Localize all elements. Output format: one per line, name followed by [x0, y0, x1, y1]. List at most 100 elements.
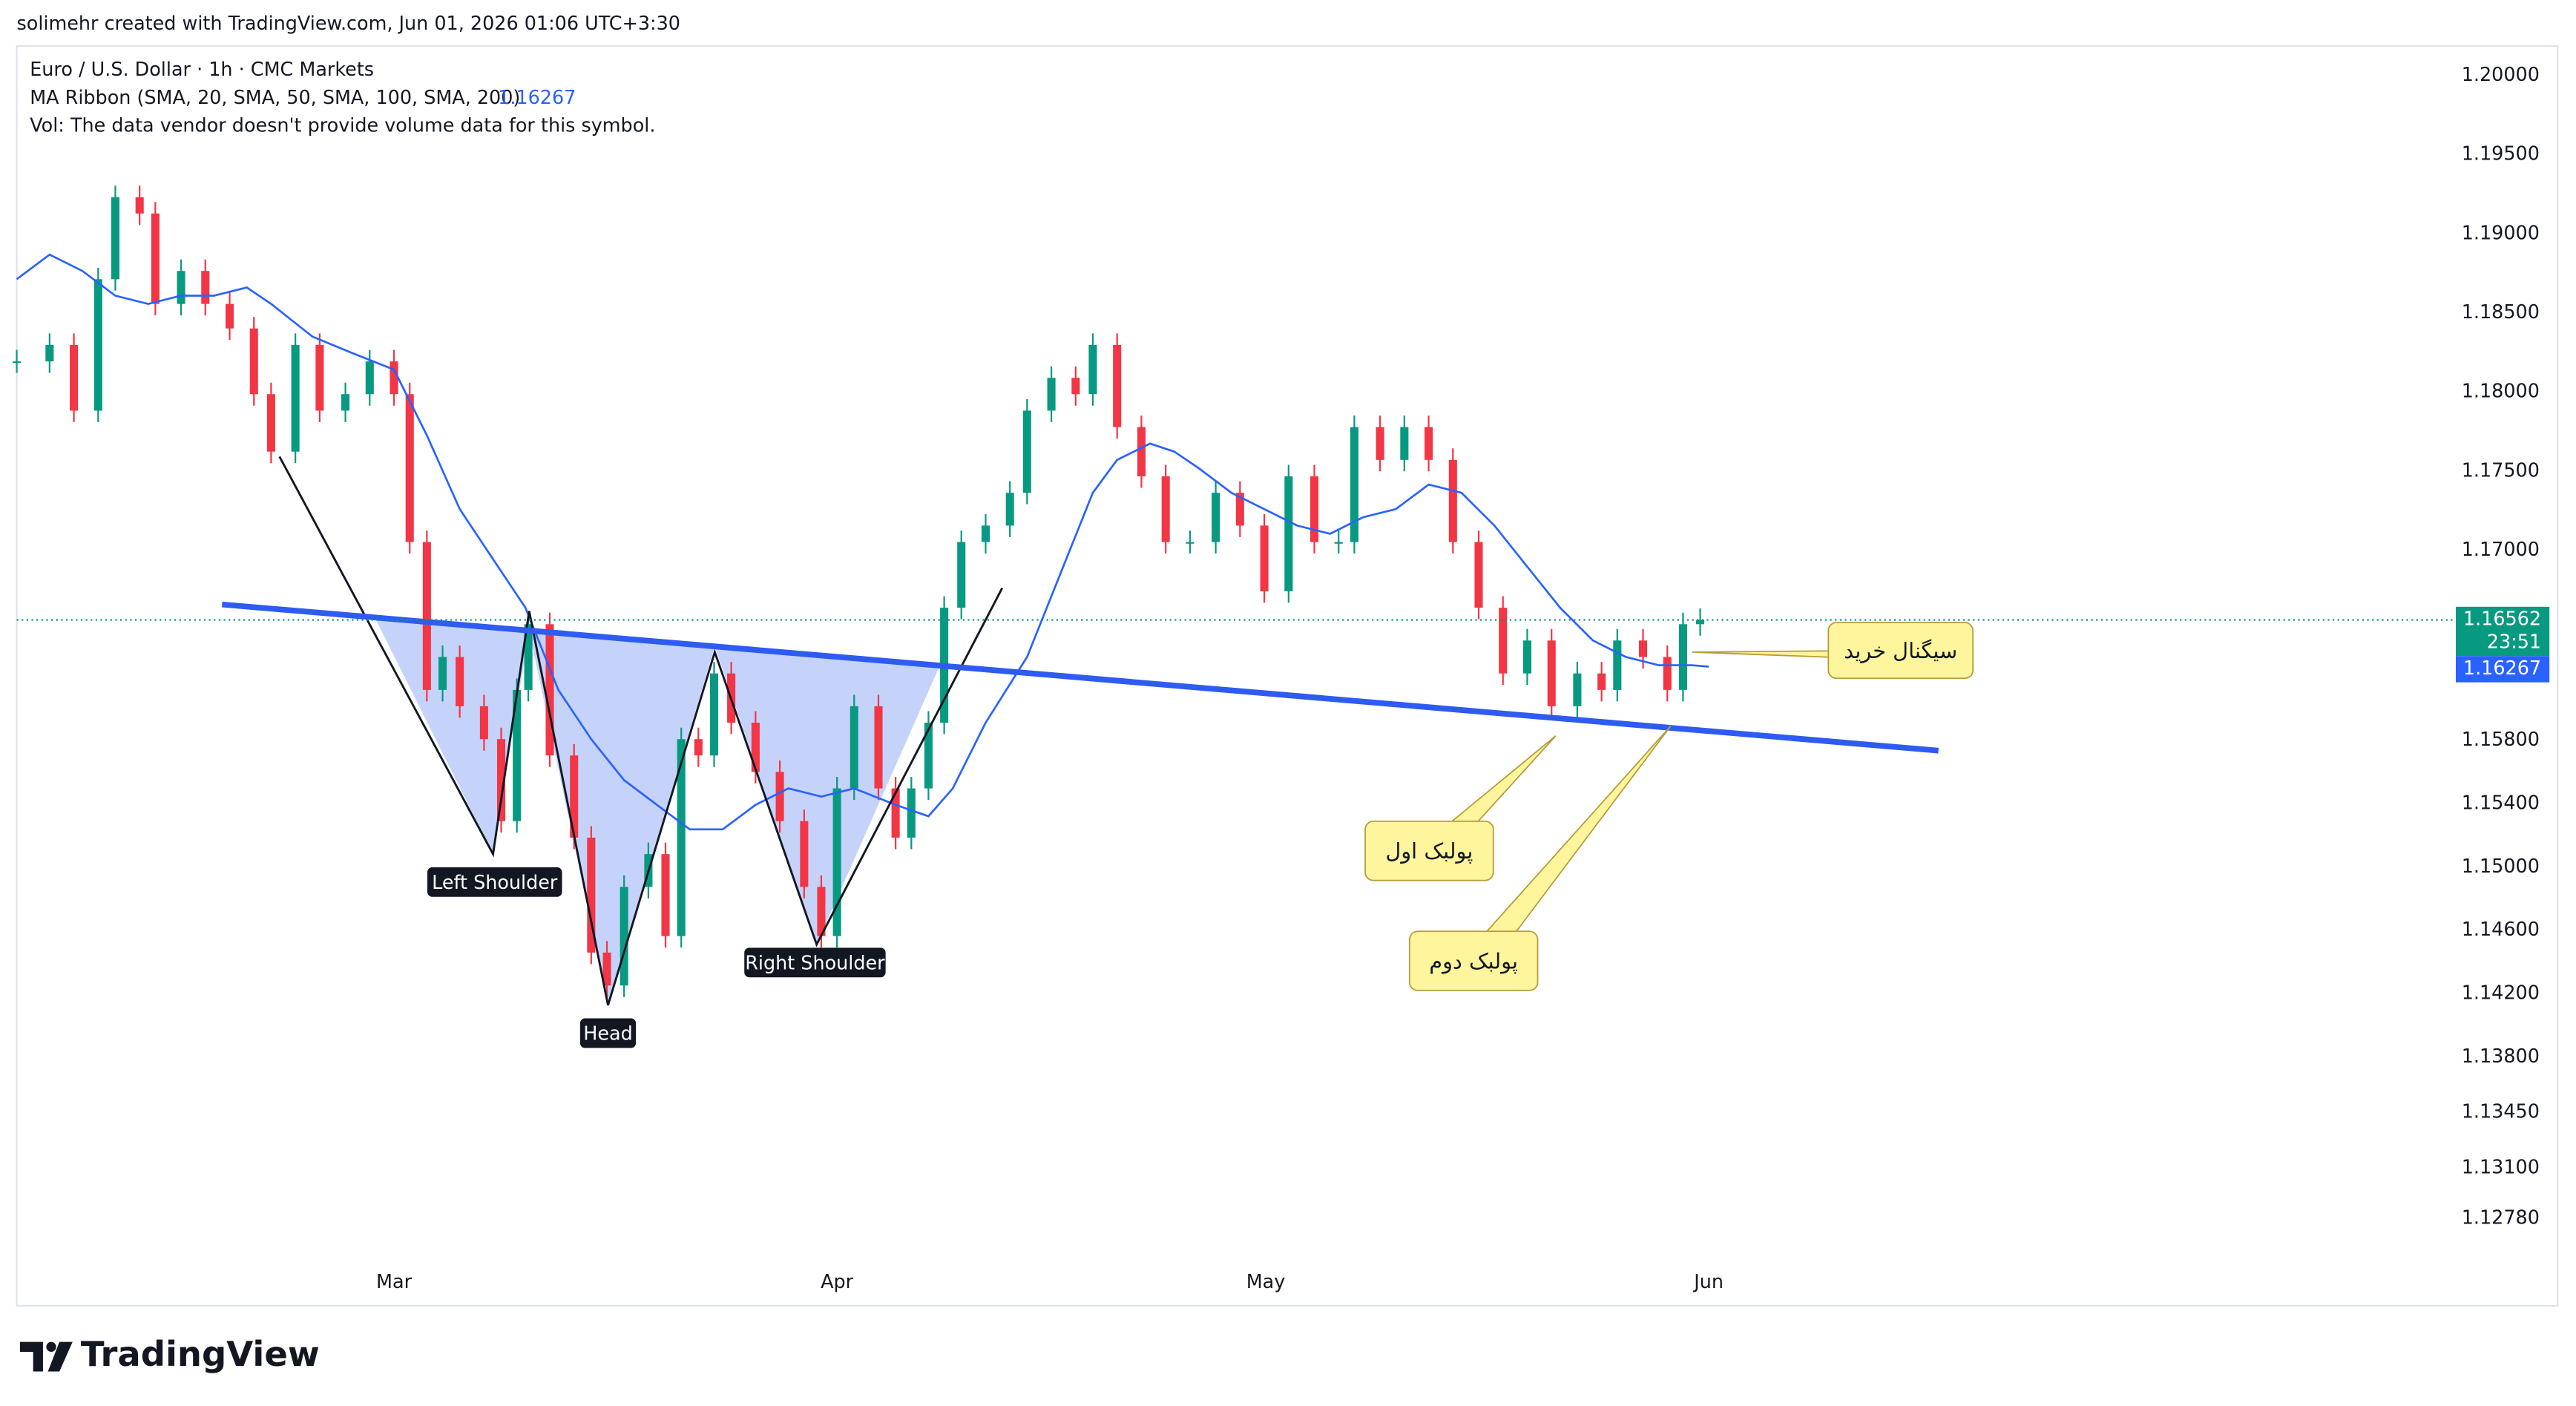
- candle-body: [225, 303, 234, 329]
- candle-body: [249, 328, 258, 395]
- candle-body: [1638, 640, 1648, 657]
- candle-body: [1047, 378, 1056, 411]
- logo-icon: [19, 1341, 73, 1372]
- callout-text: پولبک دوم: [1429, 948, 1518, 973]
- pattern-label-box: [579, 1018, 637, 1048]
- volume-note: Vol: The data vendor doesn't provide vol…: [30, 114, 655, 137]
- candle-body: [513, 689, 522, 821]
- y-tick-label: 1.15400: [2462, 792, 2540, 815]
- y-tick-label: 1.17500: [2462, 459, 2540, 482]
- candle-body: [709, 673, 719, 756]
- y-tick-label: 1.15800: [2462, 729, 2540, 751]
- candle-body: [1161, 476, 1170, 542]
- pattern-line: [278, 456, 1004, 1006]
- candle-body: [694, 739, 703, 756]
- candle-body: [1400, 427, 1409, 460]
- candle-body: [907, 788, 916, 838]
- candle-body: [1573, 673, 1582, 706]
- indicator-price-label: 1.16267: [2463, 657, 2541, 680]
- pattern-label: Right Shoulder: [745, 952, 885, 974]
- candle-body: [1350, 427, 1358, 542]
- candle-body: [341, 394, 350, 411]
- candle-body: [1005, 493, 1014, 526]
- candle-body: [832, 788, 841, 936]
- candle-body: [1334, 542, 1343, 544]
- y-tick-label: 1.14200: [2462, 982, 2540, 1005]
- candle-body: [817, 887, 826, 936]
- candle-body: [1474, 542, 1483, 608]
- candle-body: [1088, 344, 1097, 395]
- pattern-area: [375, 617, 530, 855]
- candle-body: [1696, 620, 1705, 625]
- candle-body: [135, 197, 144, 214]
- candle-body: [70, 344, 79, 411]
- candle-body: [1310, 476, 1319, 542]
- candle-body: [201, 271, 210, 304]
- candle-body: [496, 739, 506, 821]
- pattern-label-box: [744, 947, 886, 978]
- y-tick-label: 1.13800: [2462, 1045, 2540, 1068]
- indicator-label: MA Ribbon (SMA, 20, SMA, 50, SMA, 100, S…: [30, 87, 520, 109]
- candle-body: [1186, 542, 1195, 544]
- candle-body: [291, 344, 300, 452]
- candle-body: [1284, 476, 1293, 591]
- candle-body: [570, 755, 579, 838]
- candle-body: [1022, 410, 1031, 493]
- x-tick-label: Apr: [821, 1271, 854, 1293]
- callout-text: پولبک اول: [1385, 838, 1473, 864]
- candle-body: [850, 706, 858, 789]
- candle-body: [602, 952, 611, 986]
- candle-body: [1260, 525, 1269, 591]
- logo-text: TradingView: [81, 1334, 320, 1374]
- candle-body: [93, 279, 102, 411]
- candle-body: [45, 344, 54, 362]
- y-tick-label: 1.19500: [2462, 143, 2540, 165]
- y-tick-label: 1.19000: [2462, 222, 2540, 244]
- y-tick-label: 1.20000: [2462, 64, 2540, 86]
- candle-body: [1235, 493, 1244, 526]
- countdown-label: 23:51: [2487, 631, 2541, 654]
- candle-body: [924, 723, 933, 789]
- candle-body: [1212, 493, 1220, 542]
- candle-body: [365, 361, 374, 395]
- candle-body: [151, 213, 160, 304]
- frame: [16, 45, 2559, 1307]
- candle-body: [775, 772, 784, 821]
- last-price-label: 1.16562: [2463, 608, 2541, 631]
- pattern-area: [529, 630, 715, 1005]
- candle-body: [266, 394, 275, 452]
- y-tick-label: 1.18500: [2462, 301, 2540, 323]
- y-tick-label: 1.18000: [2462, 381, 2540, 403]
- last-price-box: [2456, 606, 2550, 657]
- candle-body: [315, 344, 324, 411]
- candle-body: [1597, 673, 1606, 690]
- candle-body: [1613, 640, 1622, 690]
- y-tick-label: 1.12780: [2462, 1207, 2540, 1229]
- attribution: solimehr created with TradingView.com, J…: [17, 13, 680, 35]
- candle-body: [1522, 640, 1532, 674]
- candle-body: [524, 624, 533, 690]
- candle-body: [677, 739, 686, 936]
- candle-body: [405, 394, 414, 542]
- candle-body: [456, 657, 464, 706]
- y-tick-label: 1.14600: [2462, 919, 2540, 941]
- candle-body: [800, 821, 809, 887]
- pattern-label: Head: [583, 1023, 633, 1045]
- candle-body: [1663, 657, 1672, 690]
- candle-body: [422, 542, 431, 690]
- candle-body: [390, 361, 398, 395]
- candle-body: [620, 887, 628, 986]
- candle-body: [1376, 427, 1384, 460]
- candle-body: [957, 542, 966, 608]
- candle-body: [438, 657, 447, 690]
- candle-body: [545, 624, 554, 756]
- candle-body: [751, 723, 760, 772]
- candle-body: [1678, 624, 1687, 690]
- indicator-price-box: [2456, 656, 2550, 683]
- candle-body: [874, 706, 883, 789]
- neckline: [221, 601, 1939, 754]
- candle-body: [479, 706, 488, 740]
